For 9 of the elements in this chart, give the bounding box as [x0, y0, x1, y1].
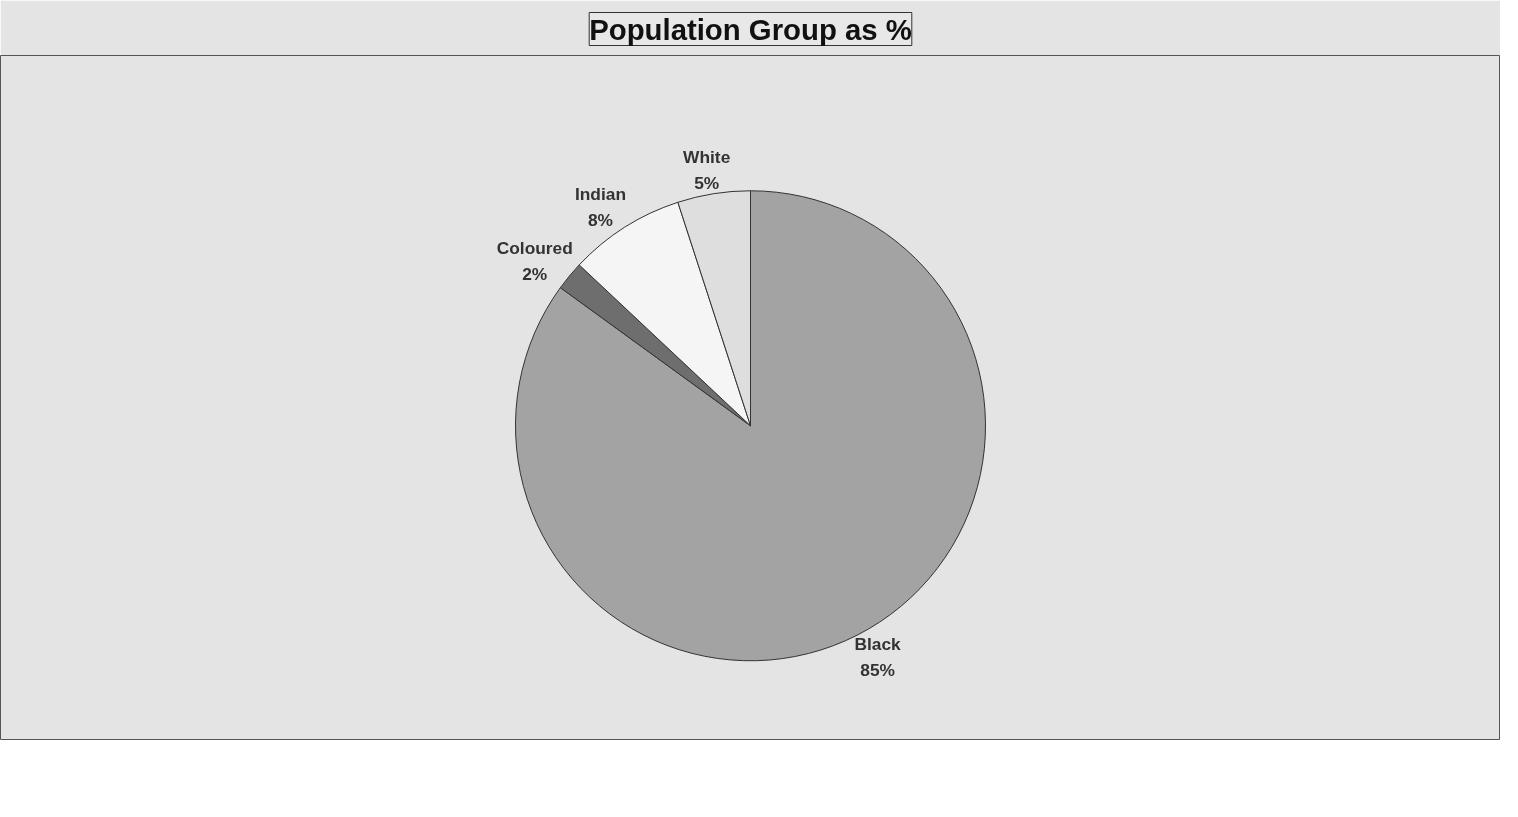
- slice-label: Coloured: [496, 237, 573, 258]
- slice-label: Indian: [574, 183, 626, 204]
- chart-title: Population Group as %: [589, 12, 912, 46]
- data-label: 8%: [587, 209, 613, 230]
- data-label: 85%: [860, 659, 895, 680]
- data-label: 5%: [694, 172, 720, 193]
- slice-label: White: [683, 146, 731, 167]
- slice-label: Black: [854, 633, 902, 654]
- data-label: 2%: [522, 263, 548, 284]
